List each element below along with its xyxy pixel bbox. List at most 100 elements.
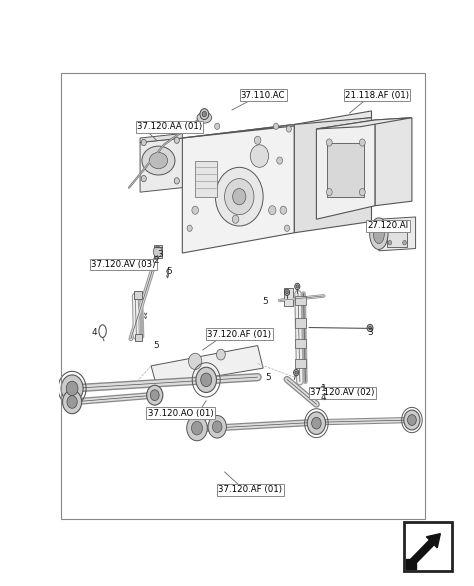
Bar <box>387 220 407 247</box>
Text: 37.120.AF (01): 37.120.AF (01) <box>207 330 271 339</box>
Text: 37.120.AO (01): 37.120.AO (01) <box>148 409 213 418</box>
Ellipse shape <box>208 415 227 438</box>
Ellipse shape <box>202 111 207 117</box>
Ellipse shape <box>296 285 299 288</box>
Ellipse shape <box>233 189 246 205</box>
Bar <box>328 142 364 197</box>
Ellipse shape <box>141 175 146 182</box>
Polygon shape <box>379 217 416 251</box>
Ellipse shape <box>370 218 388 250</box>
Polygon shape <box>140 134 182 142</box>
Bar <box>195 161 217 197</box>
Ellipse shape <box>388 222 392 227</box>
Ellipse shape <box>404 410 420 430</box>
Bar <box>295 319 307 328</box>
Ellipse shape <box>359 139 365 146</box>
Ellipse shape <box>273 123 279 130</box>
Ellipse shape <box>284 289 290 295</box>
Text: 5: 5 <box>166 267 173 275</box>
Ellipse shape <box>277 157 283 164</box>
Ellipse shape <box>284 225 290 231</box>
Ellipse shape <box>141 139 146 146</box>
Ellipse shape <box>153 246 162 257</box>
Ellipse shape <box>280 206 287 214</box>
Polygon shape <box>151 346 263 386</box>
Ellipse shape <box>146 385 163 405</box>
Ellipse shape <box>403 240 406 245</box>
Polygon shape <box>316 120 375 219</box>
Bar <box>295 359 307 368</box>
Ellipse shape <box>293 370 299 376</box>
Text: 4: 4 <box>91 328 97 336</box>
Ellipse shape <box>192 206 199 214</box>
Bar <box>135 334 142 341</box>
Ellipse shape <box>191 126 196 132</box>
Ellipse shape <box>212 421 222 432</box>
Ellipse shape <box>196 367 217 393</box>
Ellipse shape <box>322 387 324 390</box>
Ellipse shape <box>326 189 332 196</box>
Ellipse shape <box>388 240 392 245</box>
Ellipse shape <box>215 123 220 130</box>
Ellipse shape <box>250 145 269 168</box>
Ellipse shape <box>321 386 325 391</box>
Bar <box>404 522 452 571</box>
Text: 5: 5 <box>266 373 272 381</box>
Bar <box>295 296 307 305</box>
Polygon shape <box>294 118 372 233</box>
Text: 27.120.AI: 27.120.AI <box>367 222 409 230</box>
FancyArrow shape <box>406 534 440 568</box>
Ellipse shape <box>187 225 192 231</box>
Ellipse shape <box>307 412 326 434</box>
Text: 4: 4 <box>321 393 327 401</box>
Ellipse shape <box>269 206 276 214</box>
Ellipse shape <box>217 349 225 360</box>
Ellipse shape <box>215 168 263 226</box>
Text: 37.110.AC: 37.110.AC <box>241 91 285 100</box>
Polygon shape <box>406 558 416 568</box>
Ellipse shape <box>61 375 83 402</box>
Ellipse shape <box>232 215 239 223</box>
Ellipse shape <box>359 189 365 196</box>
Bar <box>134 291 142 299</box>
Polygon shape <box>375 118 412 206</box>
Ellipse shape <box>67 396 77 408</box>
Bar <box>295 339 307 348</box>
Ellipse shape <box>408 415 416 425</box>
Ellipse shape <box>255 136 261 144</box>
Text: 2: 2 <box>154 256 159 265</box>
Text: 5: 5 <box>154 341 159 350</box>
Text: 37.120.AA (01): 37.120.AA (01) <box>137 122 202 131</box>
Ellipse shape <box>191 421 202 435</box>
Bar <box>154 245 162 258</box>
Ellipse shape <box>295 283 300 289</box>
Text: 37.120.AF (01): 37.120.AF (01) <box>218 485 283 495</box>
Text: 3: 3 <box>157 250 163 259</box>
Ellipse shape <box>142 146 175 175</box>
Ellipse shape <box>174 137 179 144</box>
Ellipse shape <box>295 371 298 374</box>
Ellipse shape <box>200 108 209 120</box>
Ellipse shape <box>286 291 288 294</box>
Ellipse shape <box>66 381 78 396</box>
Ellipse shape <box>150 390 159 401</box>
Ellipse shape <box>189 353 202 370</box>
Ellipse shape <box>374 224 384 244</box>
Ellipse shape <box>403 222 406 227</box>
Text: 37.120.AV (02): 37.120.AV (02) <box>310 389 374 397</box>
Ellipse shape <box>187 415 207 441</box>
Ellipse shape <box>367 325 373 332</box>
Ellipse shape <box>326 139 332 146</box>
Ellipse shape <box>225 179 254 214</box>
Ellipse shape <box>311 417 321 429</box>
Ellipse shape <box>286 126 292 132</box>
Polygon shape <box>140 138 182 192</box>
Ellipse shape <box>369 326 372 330</box>
Ellipse shape <box>149 152 168 169</box>
Text: 21.118.AF (01): 21.118.AF (01) <box>345 91 409 100</box>
Ellipse shape <box>197 113 212 123</box>
Text: 37.120.AV (03): 37.120.AV (03) <box>91 260 156 269</box>
Bar <box>284 288 293 306</box>
Ellipse shape <box>174 178 179 184</box>
Polygon shape <box>316 118 412 129</box>
